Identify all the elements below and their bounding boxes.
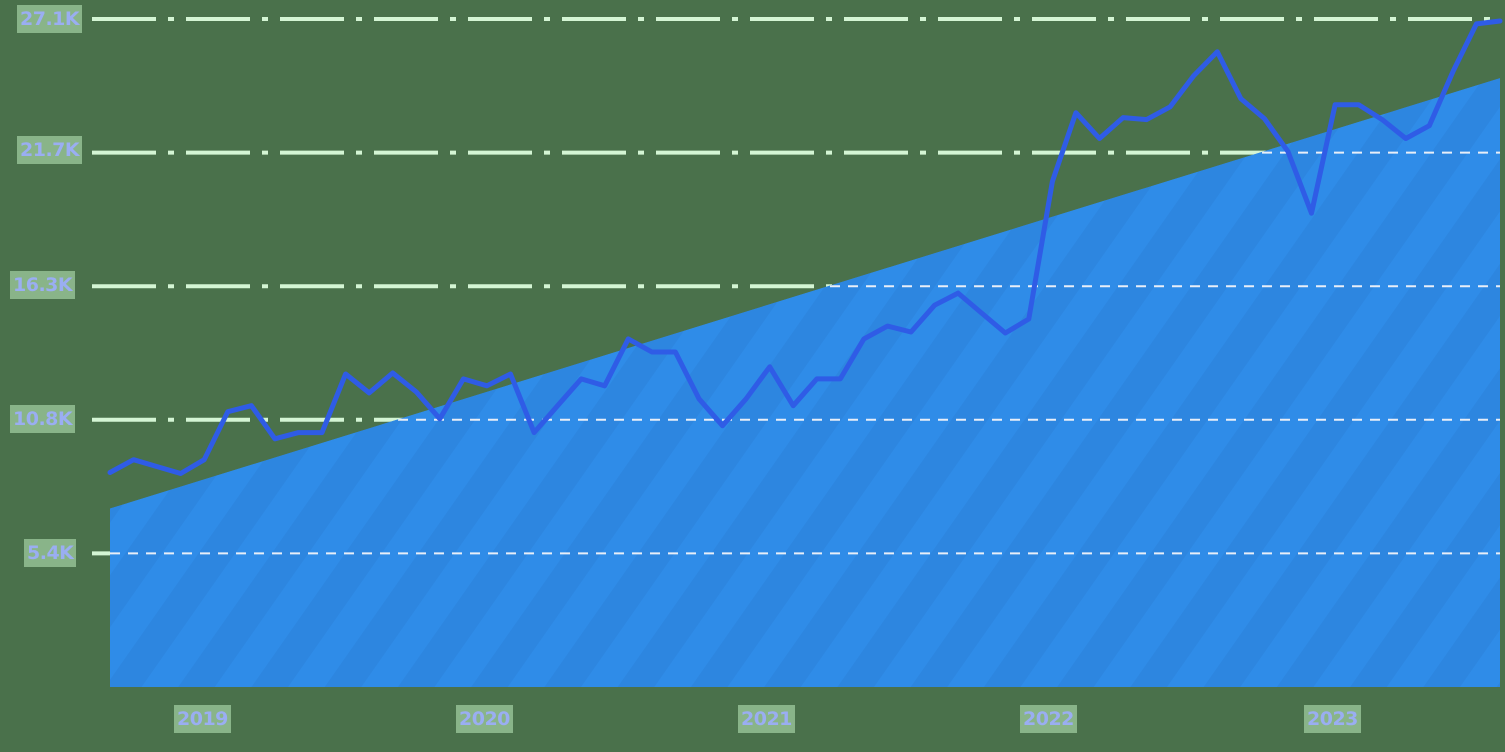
x-tick-label: 2021	[738, 705, 795, 733]
y-tick-label: 5.4K	[24, 539, 77, 567]
y-tick-label: 21.7K	[17, 136, 83, 164]
line-series	[107, 18, 1503, 476]
x-tick-label: 2020	[456, 705, 513, 733]
gridlines-inside	[110, 78, 1500, 687]
y-tick-label: 16.3K	[10, 271, 76, 299]
x-tick-label: 2023	[1304, 705, 1361, 733]
y-tick-label: 10.8K	[10, 405, 76, 433]
x-tick-label: 2019	[174, 705, 231, 733]
x-tick-label: 2022	[1020, 705, 1077, 733]
y-tick-label: 27.1K	[17, 5, 83, 33]
